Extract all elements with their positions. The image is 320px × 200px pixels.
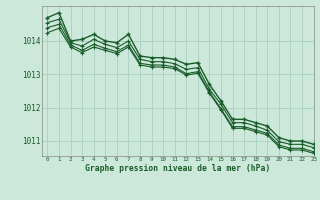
X-axis label: Graphe pression niveau de la mer (hPa): Graphe pression niveau de la mer (hPa): [85, 164, 270, 173]
